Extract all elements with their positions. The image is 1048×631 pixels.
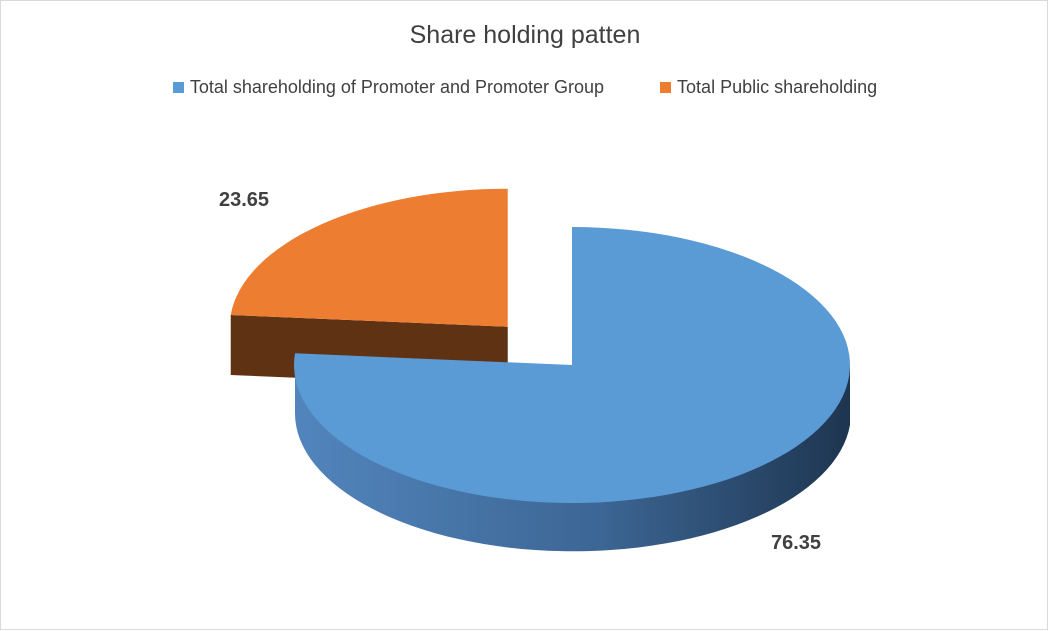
- legend-item-public: Total Public shareholding: [660, 77, 877, 98]
- legend-label-public: Total Public shareholding: [677, 77, 878, 97]
- slice-public: [230, 188, 508, 327]
- chart-title: Share holding patten: [409, 21, 641, 49]
- slice-promoter: [294, 227, 851, 504]
- legend: Total shareholding of Promoter and Promo…: [1, 77, 1048, 98]
- legend-label-promoter: Total shareholding of Promoter and Promo…: [189, 77, 605, 97]
- data-label-public: 23.65: [219, 189, 269, 211]
- data-label-promoter: 76.35: [771, 532, 821, 554]
- slice-side-promoter: [294, 353, 850, 552]
- legend-swatch-public: [660, 82, 672, 93]
- legend-swatch-promoter: [172, 82, 184, 93]
- legend-item-promoter: Total shareholding of Promoter and Promo…: [172, 77, 605, 98]
